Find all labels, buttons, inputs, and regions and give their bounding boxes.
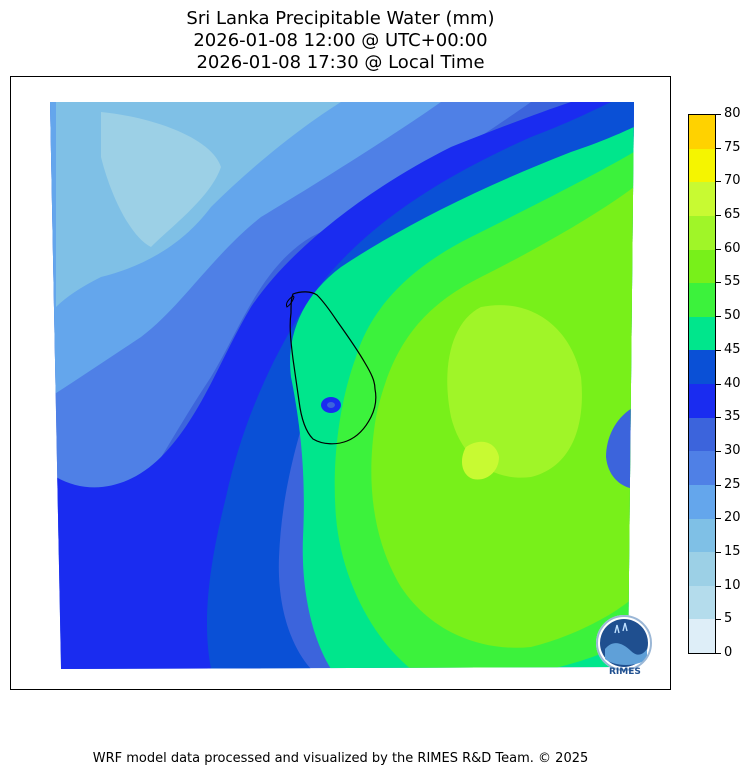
colorbar-tick <box>716 383 721 385</box>
colorbar-segment <box>689 114 715 149</box>
colorbar-tick <box>716 248 721 250</box>
colorbar-tick <box>716 114 721 115</box>
sri-lanka-coastline <box>289 291 377 445</box>
colorbar-tick <box>716 585 721 587</box>
title-line-2: 2026-01-08 12:00 @ UTC+00:00 <box>193 30 488 51</box>
colorbar-tick <box>716 551 721 553</box>
field-60-65 <box>447 305 582 478</box>
footer-credit: WRF model data processed and visualized … <box>92 751 589 766</box>
colorbar-tick <box>716 282 721 284</box>
colorbar-tick-label: 45 <box>724 341 741 357</box>
colorbar-tick <box>716 619 721 621</box>
rimes-logo <box>596 615 652 671</box>
colorbar-segment <box>689 484 715 519</box>
colorbar-tick <box>716 653 721 654</box>
colorbar-tick-label: 75 <box>724 139 741 155</box>
colorbar-segment <box>689 316 715 351</box>
colorbar-tick-label: 65 <box>724 207 741 223</box>
colorbar-segment <box>689 518 715 553</box>
colorbar-tick <box>716 518 721 520</box>
colorbar-segment <box>689 249 715 284</box>
colorbar-tick-label: 70 <box>724 173 741 189</box>
colorbar-tick-label: 15 <box>724 543 741 559</box>
colorbar-segment <box>689 450 715 485</box>
colorbar-segment <box>689 383 715 418</box>
colorbar-tick-label: 50 <box>724 308 741 324</box>
colorbar-segment <box>689 585 715 620</box>
colorbar-segment <box>689 350 715 384</box>
colorbar-tick-label: 30 <box>724 442 741 458</box>
colorbar-tick-label: 55 <box>724 274 741 290</box>
colorbar-tick <box>716 484 721 486</box>
precipitable-water-map <box>50 102 652 671</box>
colorbar-tick-label: 0 <box>724 645 733 660</box>
field-10-15 <box>101 112 221 247</box>
field-east-pocket <box>606 407 634 489</box>
colorbar-tick <box>716 215 721 217</box>
colorbar-segment <box>689 282 715 317</box>
logo-label: RIMES <box>609 667 641 677</box>
colorbar-segment <box>689 148 715 183</box>
field-65-70 <box>461 441 499 480</box>
chart-title: Sri Lanka Precipitable Water (mm) 2026-0… <box>0 8 681 74</box>
field-35-40 <box>56 102 634 669</box>
colorbar-tick <box>716 417 721 419</box>
colorbar-tick <box>716 181 721 183</box>
colorbar-tick <box>716 349 721 351</box>
colorbar-tick-label: 25 <box>724 476 741 492</box>
colorbar-tick-label: 10 <box>724 577 741 593</box>
colorbar-tick <box>716 147 721 149</box>
map-panel: RIMES <box>10 76 671 690</box>
colorbar-segment <box>689 551 715 586</box>
colorbar-tick-label: 60 <box>724 240 741 256</box>
colorbar-tick-label: 20 <box>724 510 741 526</box>
colorbar-segment <box>689 417 715 452</box>
colorbar-tick-label: 40 <box>724 375 741 391</box>
colorbar-tick-label: 35 <box>724 409 741 425</box>
title-line-3: 2026-01-08 17:30 @ Local Time <box>196 52 485 73</box>
colorbar-segment <box>689 619 715 653</box>
colorbar-tick-label: 80 <box>724 106 741 121</box>
colorbar-tick <box>716 316 721 318</box>
title-line-1: Sri Lanka Precipitable Water (mm) <box>186 8 495 29</box>
colorbar-segment <box>689 215 715 250</box>
colorbar-segment <box>689 181 715 216</box>
colorbar <box>688 114 716 654</box>
colorbar-tick <box>716 450 721 452</box>
colorbar-tick-label: 5 <box>724 611 733 627</box>
